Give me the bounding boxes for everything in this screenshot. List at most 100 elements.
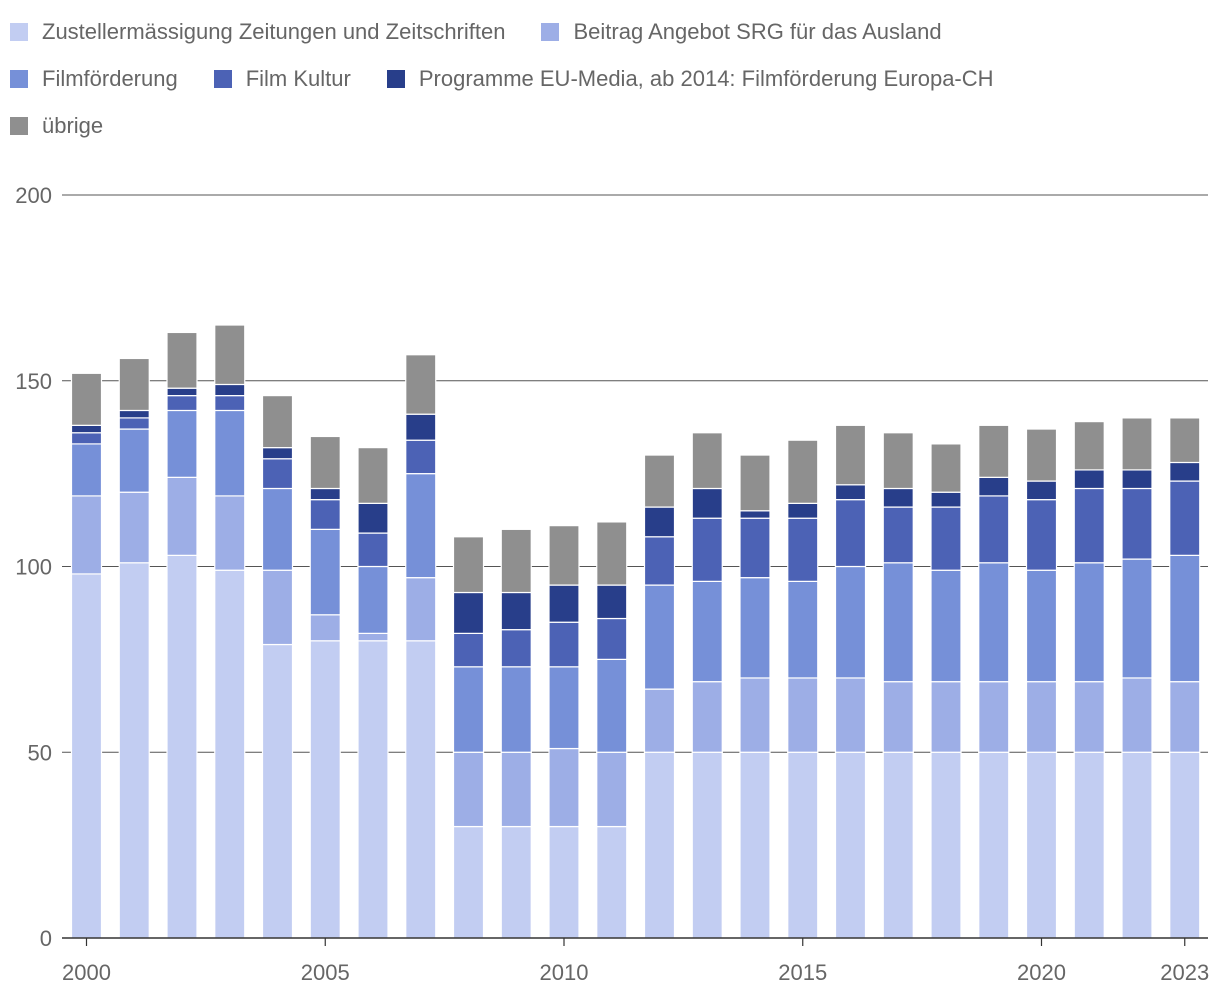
bar-segment-2006-s5 [357,447,389,504]
bar-segment-2006-s3 [357,532,389,568]
bar-segment-2000-s1 [70,495,103,575]
bar-segment-2003-s5 [214,324,246,386]
legend-item-zustellermaessigung: Zustellermässigung Zeitungen und Zeitsch… [10,19,505,45]
bar-segment-2023-s4 [1169,461,1201,482]
bar-segment-2001-s3 [118,417,150,430]
bar-segment-2004-s0 [261,643,294,939]
bar-segment-2012-s2 [643,584,676,690]
bar-segment-2001-s2 [118,428,150,493]
legend-swatch-filmfoerderung [10,69,28,88]
legend-swatch-srg-ausland [541,22,560,41]
bar-segment-2010-s3 [548,621,580,668]
bar-segment-2020-s4 [1025,480,1058,501]
legend-item-eu-media: Programme EU-Media, ab 2014: Filmförderu… [386,65,994,92]
bar-segment-2021-s5 [1073,421,1105,471]
bar-segment-2016-s2 [834,565,867,679]
legend-label-eu-media: Programme EU-Media, ab 2014: Filmförderu… [418,65,994,91]
x-tick-label: 2010 [540,960,589,985]
bar-segment-2018-s1 [930,681,962,753]
legend-item-srg-ausland: Beitrag Angebot SRG für das Ausland [541,19,942,45]
bar-segment-2010-s2 [548,666,580,750]
legend-swatch-zustellermaessigung [10,22,28,41]
bar-segment-2008-s4 [452,591,485,634]
bar-segment-2020-s3 [1025,499,1058,571]
bar-segment-2015-s2 [787,580,819,679]
bar-segment-2015-s3 [787,517,819,582]
bar-segment-2007-s3 [405,439,437,475]
bar-segment-2022-s4 [1121,469,1153,490]
legend-label-film-kultur: Film Kultur [245,65,351,91]
y-tick-label: 0 [40,926,52,951]
bar-segment-2014-s4 [739,510,771,519]
y-tick-label: 200 [15,183,52,208]
bar-segment-2023-s3 [1169,480,1201,556]
bar-segment-2008-s1 [452,751,485,828]
bar-segment-2015-s5 [787,439,819,504]
legend-row: übrige [10,102,1210,149]
bar-segment-2002-s0 [166,554,198,939]
legend-item-filmfoerderung: Filmförderung [10,66,178,92]
bar-segment-2017-s1 [882,681,914,753]
bar-segment-2011-s1 [596,751,628,828]
bar-segment-2001-s5 [118,357,150,412]
bar-segment-2005-s5 [309,435,341,490]
bar-segment-2022-s3 [1121,487,1153,560]
bar-segment-2007-s2 [405,473,437,579]
bar-segment-2013-s0 [691,751,723,939]
bar-segment-2018-s4 [930,491,962,508]
legend-label-filmfoerderung: Filmförderung [42,65,178,91]
legend-swatch-film-kultur [213,69,232,88]
bar-segment-2019-s5 [978,424,1010,478]
bar-segment-2009-s4 [500,591,532,631]
bar-segment-2011-s5 [596,521,628,586]
bar-segment-2017-s3 [882,506,914,564]
bar-segment-2011-s2 [596,658,628,753]
bar-segment-2003-s0 [214,569,246,939]
bar-segment-2023-s1 [1169,681,1201,753]
x-tick-label: 2020 [1017,960,1066,985]
bar-segment-2016-s5 [834,424,867,486]
bar-segment-2013-s5 [691,432,723,490]
bar-segment-2000-s0 [70,573,103,939]
bar-segment-2004-s4 [261,447,294,460]
legend-label-uebrige: übrige [42,112,104,138]
bar-segment-2011-s4 [596,584,628,620]
bar-segment-2023-s0 [1169,751,1201,939]
y-tick-label: 50 [28,740,52,765]
bar-segment-2014-s1 [739,677,771,753]
bar-segment-2003-s1 [214,495,246,571]
bar-segment-2020-s0 [1025,751,1058,939]
bar-segment-2009-s5 [500,528,532,594]
bar-segment-2005-s1 [309,614,341,642]
bar-segment-2021-s4 [1073,469,1105,490]
bar-segment-2003-s4 [214,383,246,397]
bar-segment-2005-s2 [309,528,341,616]
bar-segment-2004-s3 [261,458,294,490]
bar-segment-2019-s0 [978,751,1010,939]
bar-segment-2014-s0 [739,751,771,939]
bar-segment-2012-s5 [643,454,676,508]
bar-segment-2016-s0 [834,751,867,939]
bar-segment-2012-s3 [643,536,676,586]
bar-segment-2008-s5 [452,536,485,594]
bar-segment-2007-s4 [405,413,437,441]
legend-item-uebrige: übrige [10,113,103,139]
bar-segment-2022-s1 [1121,677,1153,753]
bar-segment-2012-s1 [643,688,676,753]
bar-segment-2005-s0 [309,640,341,939]
bar-segment-2006-s0 [357,640,389,939]
bar-segment-2006-s1 [357,632,389,642]
bar-segment-2011-s3 [596,617,628,660]
bar-segment-2000-s2 [70,443,103,497]
bar-segment-2019-s3 [978,495,1010,564]
y-tick-label: 150 [15,369,52,394]
bar-segment-2017-s5 [882,432,914,490]
x-tick-label: 2005 [301,960,350,985]
bar-segment-2018-s5 [930,443,962,493]
bar-segment-2020-s2 [1025,569,1058,683]
bar-segment-2000-s3 [70,432,103,445]
bar-segment-2008-s3 [452,632,485,668]
bar-segment-2010-s5 [548,525,580,586]
bar-segment-2019-s4 [978,476,1010,497]
bar-segment-2019-s1 [978,681,1010,753]
